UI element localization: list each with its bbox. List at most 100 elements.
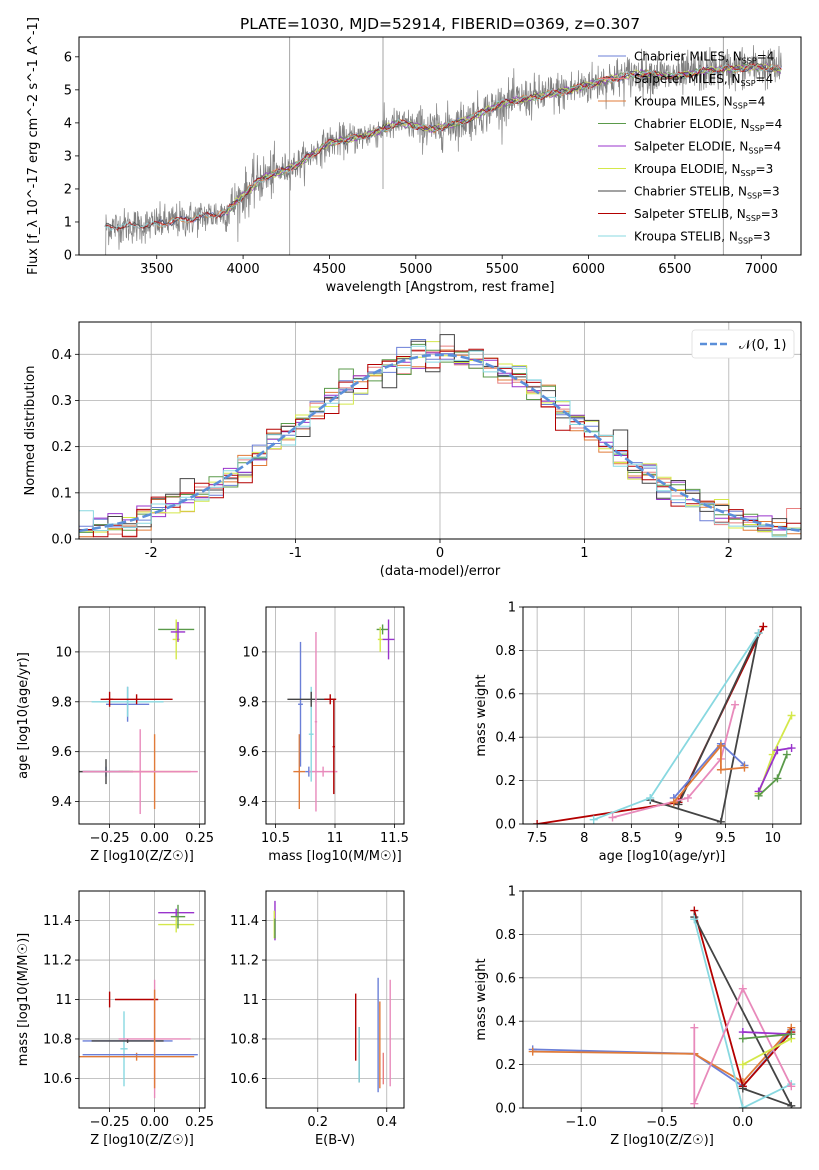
tick-label-x: 11: [327, 831, 344, 846]
axes-frame: [522, 890, 802, 1109]
weight-marker: [646, 793, 655, 802]
axes-frame: [78, 36, 802, 256]
plot-weight_vs_Z: −1.0 −0.5 0.0 0.0 0.2 0.4 0.6 0.8 1 Z [log10(Z/Z☉…: [474, 885, 802, 1148]
legend-subscript: SSP: [750, 124, 765, 133]
weight-line: [742, 1033, 792, 1040]
axes-frame: [265, 606, 405, 825]
tick-label-y: 0.1: [51, 486, 72, 501]
residual-histogram: [79, 345, 801, 538]
tick-label-y: 4: [64, 116, 72, 131]
plot-area-residuals: [79, 334, 801, 538]
tick-label-x: 0.25: [185, 1115, 214, 1130]
tick-label-y: 6: [64, 50, 72, 65]
tick-label-y: 10.6: [43, 1072, 72, 1087]
tick-label-y: 9.8: [238, 695, 259, 710]
tick-label-y: 0.6: [495, 687, 516, 702]
legend-subscript: SSP: [748, 147, 763, 156]
weight-marker: [716, 741, 725, 750]
tick-label-y: 0.3: [51, 394, 72, 409]
tick-label-y: 0.0: [51, 533, 72, 548]
tick-label-y: 3: [64, 149, 72, 164]
tick-label-y: 9.6: [238, 745, 259, 760]
tick-label-y: 0.0: [495, 818, 516, 833]
tick-label-x: 0.0: [732, 1115, 753, 1130]
y-axis-label: Flux [f_λ 10^-17 erg cm^-2 s^-1 A^-1]: [26, 17, 41, 275]
tick-label-y: 10.8: [230, 1032, 259, 1047]
tick-label-y: 0: [64, 249, 72, 264]
tick-label-x: 4000: [227, 262, 260, 277]
weight-marker: [754, 629, 763, 638]
weight-line: [673, 743, 745, 803]
weight-marker: [738, 1084, 747, 1093]
tick-label-y: 9.6: [51, 745, 72, 760]
tick-label-y: 0.6: [495, 971, 516, 986]
legend-suffix: =3: [753, 230, 771, 244]
tick-label-x: −1.0: [565, 1115, 597, 1130]
tick-label-x: -1: [289, 546, 302, 561]
x-axis-label: age [log10(age/yr)]: [599, 849, 726, 864]
legend-suffix: =4: [763, 140, 781, 154]
weight-marker: [669, 798, 678, 807]
weight-marker: [589, 815, 598, 824]
plots-layer: 3500 4000 4500 5000 5500 6000 6500 7000 0 1 2 3 4 5 6 w…: [16, 17, 802, 1148]
weight-line: [742, 1031, 792, 1036]
legend-label: Salpeter STELIB, NSSP=3: [634, 207, 778, 223]
tick-label-x: 0.2: [307, 1115, 328, 1130]
tick-label-y: 0.4: [495, 731, 516, 746]
axes-frame: [522, 606, 802, 825]
weight-marker: [716, 817, 725, 824]
legend-label: Kroupa STELIB, NSSP=3: [634, 230, 771, 246]
tick-label-x: −0.5: [646, 1115, 678, 1130]
weight-line: [612, 704, 736, 819]
plot-weight_vs_age: 7.5 8 8.5 9 9.5 10 0.0 0.2 0.4 0.6 0.8 1 age [log10(…: [474, 601, 802, 864]
weight-marker: [773, 746, 782, 755]
legend-subscript: SSP: [733, 102, 748, 111]
tick-label-x: 6500: [658, 262, 691, 277]
tick-label-y: 9.4: [238, 795, 259, 810]
normal-curve: [79, 353, 801, 533]
tick-label-x: 7000: [745, 262, 778, 277]
tick-label-y: 10.8: [43, 1032, 72, 1047]
plot-mass_vs_ebv: 0.2 0.4 10.6 10.8 11 11.2 11.4 E(B-V): [230, 890, 405, 1148]
tick-label-x: 7.5: [527, 831, 548, 846]
x-axis-label: E(B-V): [315, 1133, 355, 1148]
tick-label-x: 9: [674, 831, 682, 846]
plot-age_vs_mass: 10.5 11 11.5 9.4 9.6 9.8 10 mass [log10(M/M☉)]: [238, 606, 409, 864]
plot-area-spectrum: [104, 37, 783, 255]
legend-box: [691, 329, 795, 359]
tick-label-x: 0.4: [376, 1115, 397, 1130]
axes-frame: [265, 890, 405, 1109]
tick-label-y: 11: [55, 993, 72, 1008]
tick-label-y: 10: [55, 645, 72, 660]
tick-label-x: 5500: [486, 262, 519, 277]
weight-line: [693, 918, 792, 1108]
x-axis-label: Z [log10(Z/Z☉)]: [90, 849, 194, 864]
legend-suffix: =3: [756, 162, 774, 176]
weight-marker: [782, 750, 791, 759]
tick-label-x: 0.25: [185, 831, 214, 846]
weight-marker: [787, 711, 796, 720]
axes-frame: [78, 321, 802, 540]
legend-label: Chabrier ELODIE, NSSP=4: [634, 117, 782, 133]
weight-marker: [787, 1082, 796, 1091]
plot-area-weight_vs_Z: [528, 906, 796, 1108]
tick-label-y: 0.8: [495, 928, 516, 943]
axes-frame: [78, 606, 206, 825]
weight-marker: [773, 774, 782, 783]
tick-label-y: 0.8: [495, 644, 516, 659]
plot-mass_vs_Z: −0.25 0.00 0.25 10.6 10.8 11 11.2 11.4 Z [log10(…: [16, 890, 214, 1148]
y-axis-label: Normed distribution: [23, 366, 38, 496]
legend-label: 𝒩(0, 1): [739, 338, 786, 353]
plot-spectrum: 3500 4000 4500 5000 5500 6000 6500 7000 0 1 2 3 4 5 6 w…: [26, 17, 802, 295]
tick-label-y: 0.2: [51, 440, 72, 455]
tick-label-x: 6000: [572, 262, 605, 277]
model-spectrum: [104, 62, 782, 231]
tick-label-x: 10.5: [261, 831, 290, 846]
tick-label-x: 10: [764, 831, 781, 846]
weight-marker: [738, 1060, 747, 1069]
legend-subscript: SSP: [741, 79, 756, 88]
axes-frame: [78, 890, 206, 1109]
weight-marker: [759, 622, 768, 631]
weight-line: [742, 1037, 792, 1066]
